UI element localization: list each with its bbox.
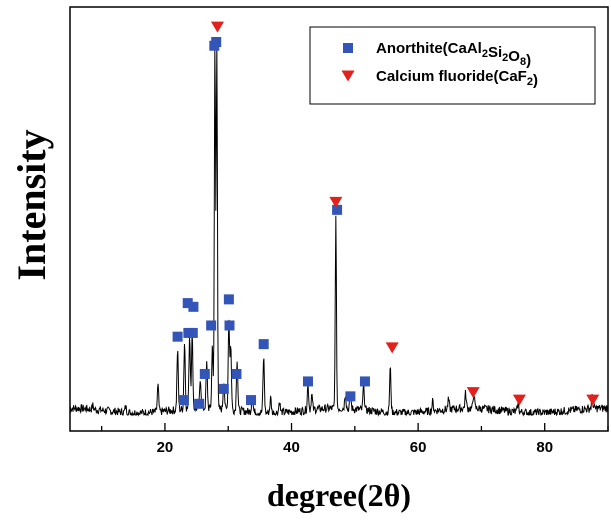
x-axis-title: degree(2θ) [267, 477, 411, 513]
anorthite-marker [302, 376, 313, 387]
legend-marker-fluorite [341, 70, 355, 82]
fluorite-marker [329, 196, 343, 208]
anorthite-marker [172, 331, 183, 342]
x-tick-label: 80 [536, 439, 553, 456]
x-tick-label: 40 [283, 439, 300, 456]
legend-label: Calcium fluoride(CaF2) [376, 68, 538, 89]
plot-frame [69, 6, 609, 432]
fluorite-marker [466, 387, 480, 399]
legend: Anorthite(CaAl2Si2O8)Calcium fluoride(Ca… [309, 26, 596, 105]
peak-markers [172, 21, 600, 409]
anorthite-marker [206, 320, 217, 331]
y-axis-title: Intensity [9, 129, 54, 280]
anorthite-marker [199, 368, 210, 379]
anorthite-marker [359, 376, 370, 387]
anorthite-marker [224, 320, 235, 331]
anorthite-marker [194, 398, 205, 409]
x-tick-label: 20 [157, 439, 174, 456]
anorthite-marker [187, 327, 198, 338]
anorthite-marker [223, 294, 234, 305]
legend-label: Anorthite(CaAl2Si2O8) [376, 40, 531, 69]
anorthite-marker [332, 204, 343, 215]
anorthite-marker [182, 298, 193, 309]
fluorite-marker [385, 342, 399, 354]
x-tick-label: 60 [410, 439, 427, 456]
anorthite-marker [188, 301, 199, 312]
legend-box [309, 26, 596, 105]
legend-marker-anorthite [343, 43, 353, 53]
plot-area: 20 40 60 80 [69, 6, 609, 456]
anorthite-marker [178, 395, 189, 406]
anorthite-marker [246, 395, 257, 406]
anorthite-marker [218, 383, 229, 394]
fluorite-marker [586, 394, 600, 406]
anorthite-marker [231, 368, 242, 379]
fluorite-marker [512, 394, 526, 406]
fluorite-marker [210, 21, 224, 33]
x-axis-tick-labels: 20 40 60 80 [157, 439, 553, 456]
anorthite-marker [345, 391, 356, 402]
anorthite-marker [258, 339, 269, 350]
x-axis-ticks [100, 423, 609, 431]
anorthite-marker [211, 37, 222, 47]
